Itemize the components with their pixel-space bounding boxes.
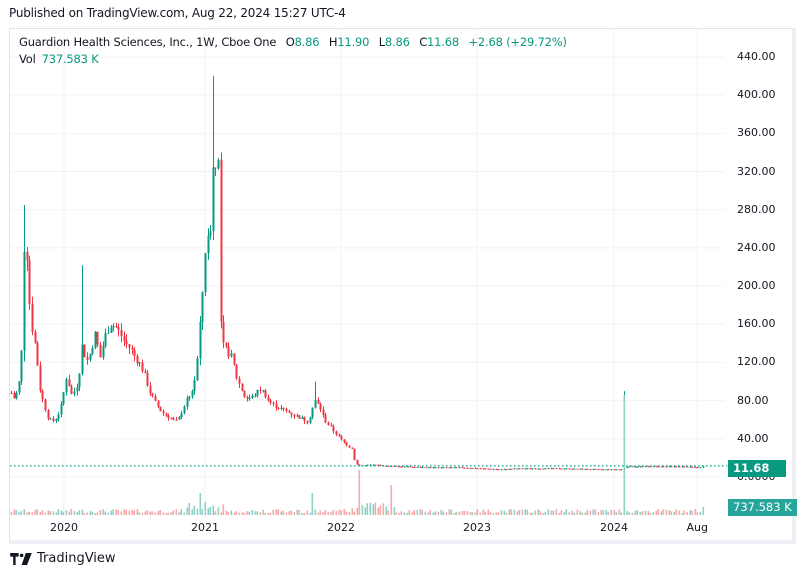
- close-label: C: [419, 35, 428, 49]
- close-value: 11.68: [427, 35, 459, 49]
- high-label: H: [328, 35, 338, 49]
- price-tick-label: 440.00: [737, 50, 776, 63]
- low-value: 8.86: [384, 35, 410, 49]
- volume-tag: 737.583 K: [728, 499, 797, 516]
- price-tick-label: 120.00: [737, 355, 776, 369]
- time-tick-label: 2024: [600, 521, 628, 534]
- price-tick-label: 160.00: [737, 317, 776, 331]
- symbol-title: Guardion Health Sciences, Inc., 1W, Cboe…: [19, 35, 277, 49]
- tradingview-footer[interactable]: TradingView: [10, 551, 116, 566]
- time-tick-label: Aug: [686, 521, 708, 534]
- price-tick-label: 200.00: [737, 279, 776, 293]
- price-tick-label: 360.00: [737, 126, 776, 140]
- time-tick-label: 2020: [50, 521, 78, 534]
- time-tick-label: 2022: [327, 521, 355, 534]
- published-header: Published on TradingView.com, Aug 22, 20…: [9, 6, 346, 20]
- open-value: 8.86: [294, 35, 320, 49]
- volume-legend: Vol 737.583 K: [19, 52, 99, 66]
- change-value: +2.68 (+29.72%): [468, 35, 567, 49]
- price-tick-label: 240.00: [737, 240, 776, 254]
- time-tick-label: 2023: [463, 521, 491, 534]
- price-tick-label: 320.00: [737, 164, 776, 178]
- volume-label: Vol: [19, 52, 36, 66]
- price-tick-label: 80.00: [737, 393, 769, 407]
- price-tick-label: 40.00: [737, 431, 769, 445]
- low-label: L: [378, 35, 385, 49]
- open-label: O: [285, 35, 295, 49]
- symbol-legend: Guardion Health Sciences, Inc., 1W, Cboe…: [19, 35, 567, 49]
- tradingview-logo-icon: [10, 552, 32, 565]
- time-tick-label: 2021: [191, 521, 219, 534]
- price-tick-label: 280.00: [737, 202, 776, 216]
- footer-brand: TradingView: [37, 551, 116, 566]
- last-price-tag: 11.68: [728, 460, 786, 477]
- high-value: 11.90: [337, 35, 370, 49]
- price-tick-label: 400.00: [737, 88, 776, 102]
- volume-value: 737.583 K: [41, 52, 99, 66]
